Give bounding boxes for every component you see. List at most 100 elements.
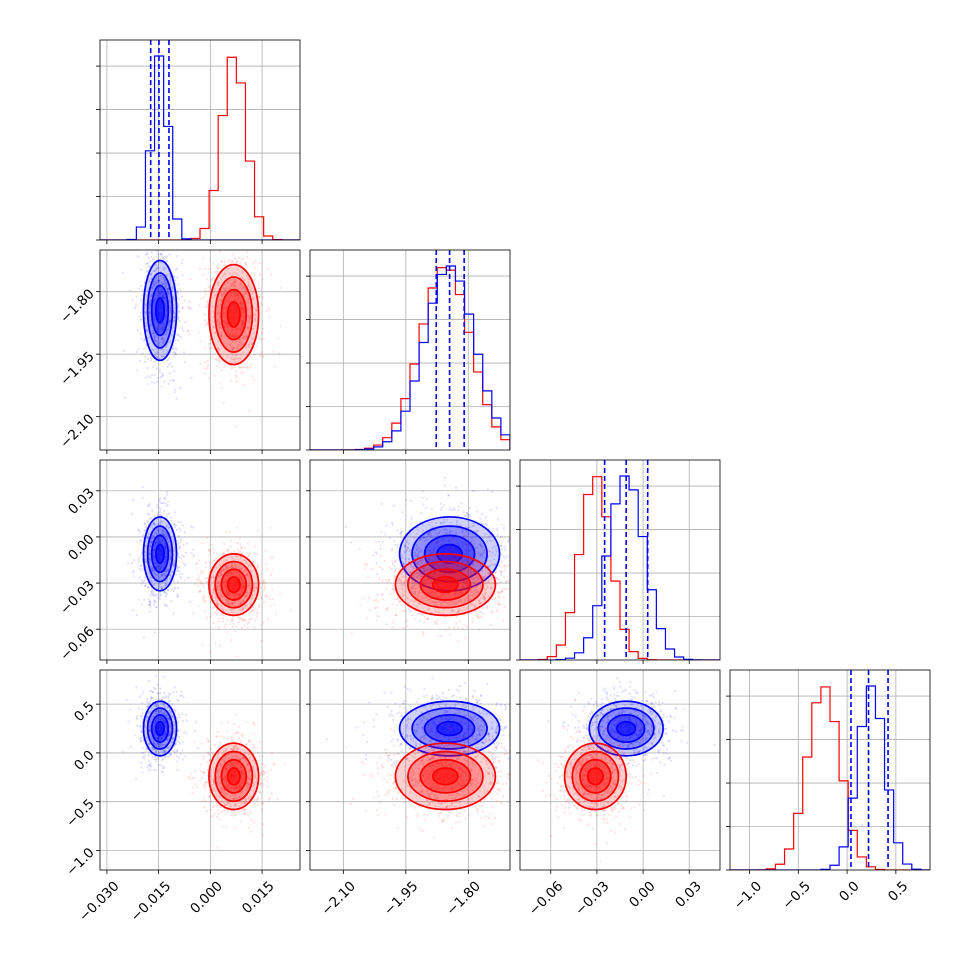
scatter-point xyxy=(152,317,155,321)
scatter-point xyxy=(430,551,433,554)
scatter-point xyxy=(425,579,428,582)
scatter-point xyxy=(231,328,234,331)
scatter-point xyxy=(144,584,147,587)
scatter-point xyxy=(154,721,157,724)
scatter-point xyxy=(152,571,155,574)
scatter-point xyxy=(162,743,165,747)
scatter-point xyxy=(139,311,142,314)
scatter-point xyxy=(258,355,261,358)
scatter-point xyxy=(167,293,170,296)
scatter-point xyxy=(133,307,136,310)
scatter-point xyxy=(237,621,240,624)
scatter-point xyxy=(375,598,378,602)
scatter-point xyxy=(164,282,168,285)
scatter-point xyxy=(160,355,163,358)
scatter-point xyxy=(214,331,217,334)
scatter-point xyxy=(416,583,420,586)
scatter-point xyxy=(447,572,450,576)
scatter-point xyxy=(242,586,246,589)
scatter-point xyxy=(179,575,182,578)
scatter-point xyxy=(246,555,249,558)
scatter-point xyxy=(240,323,243,326)
scatter-point xyxy=(489,575,492,578)
scatter-point xyxy=(248,340,252,343)
scatter-point xyxy=(172,565,175,568)
scatter-point xyxy=(243,279,246,282)
scatter-point xyxy=(220,260,223,263)
scatter-point xyxy=(148,742,151,746)
scatter-point xyxy=(381,593,384,597)
scatter-point xyxy=(209,323,212,326)
scatter-point xyxy=(187,329,190,332)
scatter-point xyxy=(350,632,353,635)
scatter-point xyxy=(230,639,233,642)
scatter-point xyxy=(429,549,432,552)
scatter-point xyxy=(169,731,172,734)
scatter-point xyxy=(390,549,393,552)
scatter-point xyxy=(432,576,435,579)
scatter-point xyxy=(212,588,215,591)
scatter-point xyxy=(157,596,160,600)
scatter-point xyxy=(386,581,389,584)
scatter-point xyxy=(153,712,156,715)
scatter-point xyxy=(161,720,165,723)
scatter-point xyxy=(150,765,153,768)
scatter-point xyxy=(165,707,168,710)
scatter-point xyxy=(151,568,154,571)
scatter-point xyxy=(152,726,155,729)
scatter-point xyxy=(412,566,415,569)
scatter-point xyxy=(221,295,224,298)
scatter-point xyxy=(216,313,219,316)
scatter-point xyxy=(241,366,245,369)
scatter-point xyxy=(423,585,426,589)
scatter-point xyxy=(461,528,464,532)
scatter-point xyxy=(161,539,164,542)
scatter-point xyxy=(472,577,475,580)
scatter-point xyxy=(134,305,137,308)
scatter-point xyxy=(457,514,460,517)
scatter-point xyxy=(264,581,267,584)
scatter-point xyxy=(462,560,466,564)
scatter-point xyxy=(439,522,442,525)
scatter-point xyxy=(250,287,253,290)
scatter-point xyxy=(237,548,240,551)
scatter-point xyxy=(222,293,225,296)
scatter-point xyxy=(513,538,515,540)
scatter-point xyxy=(252,261,255,264)
scatter-point xyxy=(418,571,421,575)
scatter-point xyxy=(230,571,233,575)
scatter-point xyxy=(178,527,181,530)
scatter-point xyxy=(149,558,152,561)
scatter-point xyxy=(225,601,228,604)
contour-line xyxy=(419,568,472,601)
scatter-point xyxy=(167,287,170,290)
scatter-point xyxy=(148,724,152,727)
scatter-point xyxy=(362,597,365,600)
scatter-point xyxy=(478,544,482,547)
scatter-point xyxy=(242,383,246,386)
scatter-point xyxy=(403,546,406,549)
scatter-point xyxy=(397,554,400,557)
scatter-point xyxy=(236,297,239,300)
scatter-point xyxy=(177,304,180,307)
scatter-point xyxy=(153,548,156,551)
scatter-point xyxy=(198,589,201,592)
scatter-point xyxy=(246,326,249,330)
scatter-point xyxy=(496,590,499,594)
scatter-point xyxy=(162,283,165,286)
scatter-point xyxy=(141,485,144,488)
scatter-point xyxy=(166,524,169,527)
scatter-point xyxy=(159,371,162,374)
scatter-point xyxy=(231,610,234,613)
scatter-point xyxy=(155,768,158,771)
scatter-point xyxy=(249,608,252,611)
scatter-point xyxy=(149,769,152,772)
scatter-point xyxy=(471,544,474,547)
scatter-point xyxy=(459,593,462,597)
scatter-point xyxy=(151,286,154,289)
scatter-point xyxy=(172,549,175,553)
scatter-point xyxy=(216,305,219,308)
scatter-point xyxy=(196,562,199,565)
scatter-point xyxy=(199,340,202,343)
scatter-point xyxy=(212,547,215,550)
